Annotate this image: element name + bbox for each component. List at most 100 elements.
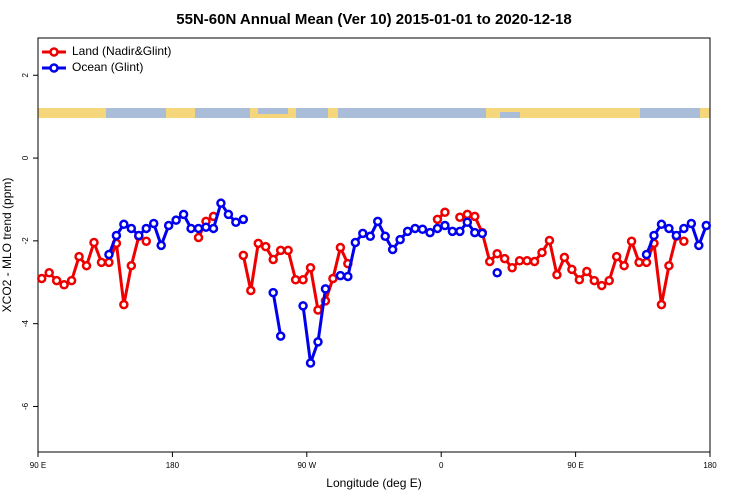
ocean-patch [106,108,166,118]
data-point [402,226,413,237]
data-point [395,234,405,245]
data-point [186,223,196,234]
ocean-patch [296,108,328,118]
data-point [350,237,361,248]
data-point [664,223,674,234]
data-point [141,223,152,234]
data-point [231,217,241,227]
data-point [134,230,144,241]
data-point [59,279,69,290]
y-tick-label: -6 [21,402,30,410]
data-point [298,275,308,285]
data-point [462,217,473,227]
data-point [328,273,338,284]
data-point [447,226,458,237]
data-point [275,331,286,341]
data-point [298,301,308,311]
data-point [611,251,622,262]
x-axis-label: Longitude (deg E) [326,476,421,490]
data-point [96,257,107,268]
y-tick-label: 0 [21,155,30,160]
data-point [455,212,465,223]
data-point [619,260,629,271]
data-point [66,275,77,286]
data-point [148,218,159,229]
data-point [484,256,495,267]
ocean-patch [338,108,486,118]
data-point [679,236,689,247]
data-point [126,260,137,271]
data-point [283,245,293,256]
data-point [335,270,346,281]
data-point [268,254,278,265]
data-point [171,215,181,225]
data-point [119,219,129,230]
legend-label: Land (Nadir&Glint) [72,44,171,58]
legend-marker [49,63,59,73]
data-point [372,216,383,227]
data-point [81,260,92,271]
data-point [656,219,667,230]
data-point [238,214,249,225]
y-tick-label: 2 [21,72,30,77]
legend: Land (Nadir&Glint) Ocean (Glint) [42,44,171,74]
y-tick-label: -2 [21,237,30,245]
data-point [492,267,502,278]
data-point [193,223,204,234]
data-point [432,214,443,225]
plot-frame [37,37,711,453]
x-tick-label: 90 E [567,461,583,470]
data-point [335,242,346,253]
data-point [253,238,264,249]
data-point [499,253,510,264]
data-point [305,358,316,368]
ocean-patch [640,108,700,118]
data-point [126,223,137,234]
data-point [141,236,152,247]
ocean-patch [500,112,520,118]
data-point [313,337,323,347]
data-point [320,284,331,294]
data-point [529,256,540,267]
data-point [664,260,674,271]
data-point [51,275,62,286]
legend-marker [49,47,59,57]
ocean-patch [195,108,250,118]
data-point [492,248,502,259]
y-axis-label: XCO2 - MLO trend (ppm) [0,178,14,313]
data-point [208,223,219,234]
series-line [40,211,685,314]
data-point [111,230,122,241]
data-point [582,266,592,277]
data-point [522,255,532,266]
data-point [477,228,488,239]
data-point [514,255,525,266]
chart-title: 55N-60N Annual Mean (Ver 10) 2015-01-01 … [176,11,571,28]
data-point [365,231,376,242]
data-point [268,287,278,298]
data-point [574,275,585,285]
data-point [104,249,114,260]
data-point [656,299,667,310]
data-point [470,211,480,222]
data-point [634,257,644,268]
data-point [193,232,204,243]
data-point [559,252,570,263]
data-point [671,230,682,241]
data-point [201,222,211,232]
data-point [417,224,428,235]
data-point [507,263,517,273]
x-tick-label: 90 W [297,461,316,470]
data-point [36,273,47,284]
data-point [343,271,353,282]
data-point [387,244,398,255]
data-point [604,275,614,286]
x-tick-label: 180 [166,461,180,470]
data-point [544,235,555,246]
data-point [701,220,712,231]
data-point [679,223,689,234]
map-band [38,108,710,118]
x-tick-label: 180 [703,461,717,470]
data-point [470,227,480,238]
data-point [641,257,652,268]
